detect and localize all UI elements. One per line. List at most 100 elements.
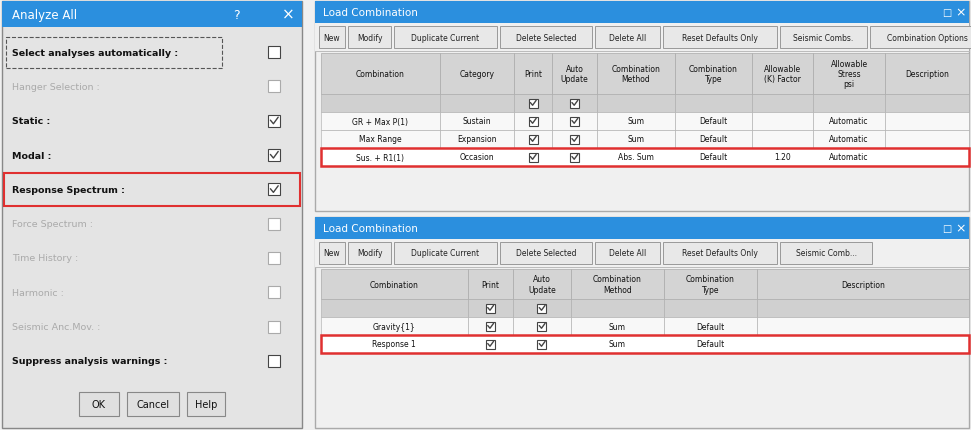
Bar xyxy=(468,299,514,317)
Text: Automatic: Automatic xyxy=(829,153,869,162)
Text: Select analyses automatically :: Select analyses automatically : xyxy=(12,49,178,58)
Bar xyxy=(752,113,814,131)
Bar xyxy=(885,131,969,149)
Bar xyxy=(514,317,571,335)
Bar xyxy=(321,131,440,149)
Bar xyxy=(515,149,552,166)
Text: Default: Default xyxy=(696,340,724,349)
Bar xyxy=(2,2,302,428)
Text: Combination
Method: Combination Method xyxy=(612,64,660,84)
Bar xyxy=(319,243,345,264)
Bar xyxy=(752,54,814,95)
Bar xyxy=(597,131,675,149)
Bar xyxy=(321,95,440,113)
Text: Combination: Combination xyxy=(370,280,419,289)
Text: Sum: Sum xyxy=(609,340,625,349)
Text: Sum: Sum xyxy=(627,135,645,144)
Bar xyxy=(315,24,969,52)
Text: Modify: Modify xyxy=(356,249,383,258)
Bar xyxy=(885,95,969,113)
Bar xyxy=(780,27,867,49)
Text: Modal :: Modal : xyxy=(12,151,51,160)
Text: Allowable
Stress
psi: Allowable Stress psi xyxy=(830,59,868,89)
Bar xyxy=(268,218,280,230)
Bar xyxy=(268,252,280,264)
Text: Max Range: Max Range xyxy=(359,135,402,144)
Bar xyxy=(814,54,885,95)
Bar xyxy=(664,335,757,353)
Bar xyxy=(538,340,547,349)
Text: Analyze All: Analyze All xyxy=(12,9,77,22)
Bar xyxy=(675,54,752,95)
Bar xyxy=(595,27,660,49)
Text: Sus. + R1(1): Sus. + R1(1) xyxy=(356,153,405,162)
Text: Reset Defaults Only: Reset Defaults Only xyxy=(682,249,758,258)
Text: ?: ? xyxy=(233,9,239,22)
Text: Harmonic :: Harmonic : xyxy=(12,288,64,297)
Bar xyxy=(321,269,468,299)
Text: Combination
Type: Combination Type xyxy=(689,64,738,84)
Bar xyxy=(394,243,497,264)
Bar xyxy=(570,117,579,126)
Bar xyxy=(468,317,514,335)
Bar xyxy=(348,27,391,49)
Bar xyxy=(885,149,969,166)
Text: Seismic Anc.Mov. :: Seismic Anc.Mov. : xyxy=(12,322,100,331)
Bar xyxy=(757,317,969,335)
Bar xyxy=(321,113,440,131)
Text: □: □ xyxy=(943,224,952,233)
Bar xyxy=(315,2,969,212)
Text: Response Spectrum :: Response Spectrum : xyxy=(12,185,125,194)
Bar xyxy=(321,149,969,166)
Bar xyxy=(597,54,675,95)
Bar xyxy=(571,299,664,317)
Bar xyxy=(468,269,514,299)
Bar xyxy=(268,116,280,127)
Text: Auto
Update: Auto Update xyxy=(561,64,588,84)
Text: Load Combination: Load Combination xyxy=(323,224,418,233)
Text: □: □ xyxy=(943,8,952,18)
Text: Combination
Method: Combination Method xyxy=(593,275,642,294)
Bar xyxy=(6,38,222,68)
Bar xyxy=(675,95,752,113)
Bar xyxy=(757,335,969,353)
Bar xyxy=(528,117,538,126)
Bar xyxy=(268,47,280,59)
Bar xyxy=(486,322,495,331)
Text: Seismic Combs.: Seismic Combs. xyxy=(793,34,854,43)
Bar xyxy=(570,99,579,108)
Bar xyxy=(315,240,969,267)
Bar xyxy=(664,299,757,317)
Bar xyxy=(757,299,969,317)
Bar xyxy=(394,27,497,49)
Bar xyxy=(675,131,752,149)
Text: 1.20: 1.20 xyxy=(774,153,791,162)
Bar xyxy=(2,2,302,28)
Text: Sum: Sum xyxy=(609,322,625,331)
Text: Hanger Selection :: Hanger Selection : xyxy=(12,83,100,92)
Bar xyxy=(321,335,969,353)
Text: Duplicate Current: Duplicate Current xyxy=(412,249,480,258)
Bar xyxy=(752,149,814,166)
Bar xyxy=(268,150,280,162)
Bar xyxy=(315,218,969,428)
Bar xyxy=(268,286,280,298)
Text: Sustain: Sustain xyxy=(463,117,491,126)
Bar xyxy=(570,135,579,144)
Bar xyxy=(780,243,872,264)
Bar xyxy=(486,340,495,349)
Bar xyxy=(814,113,885,131)
Text: Response 1: Response 1 xyxy=(373,340,417,349)
Text: Delete Selected: Delete Selected xyxy=(516,249,576,258)
Bar xyxy=(514,269,571,299)
Text: Allowable
(K) Factor: Allowable (K) Factor xyxy=(764,64,801,84)
Bar xyxy=(595,243,660,264)
Bar xyxy=(268,81,280,93)
Text: Auto
Update: Auto Update xyxy=(528,275,555,294)
Bar xyxy=(515,95,552,113)
Bar xyxy=(440,113,515,131)
Bar xyxy=(528,99,538,108)
Bar xyxy=(4,173,300,206)
Bar xyxy=(440,149,515,166)
Text: Load Combination: Load Combination xyxy=(323,8,418,18)
